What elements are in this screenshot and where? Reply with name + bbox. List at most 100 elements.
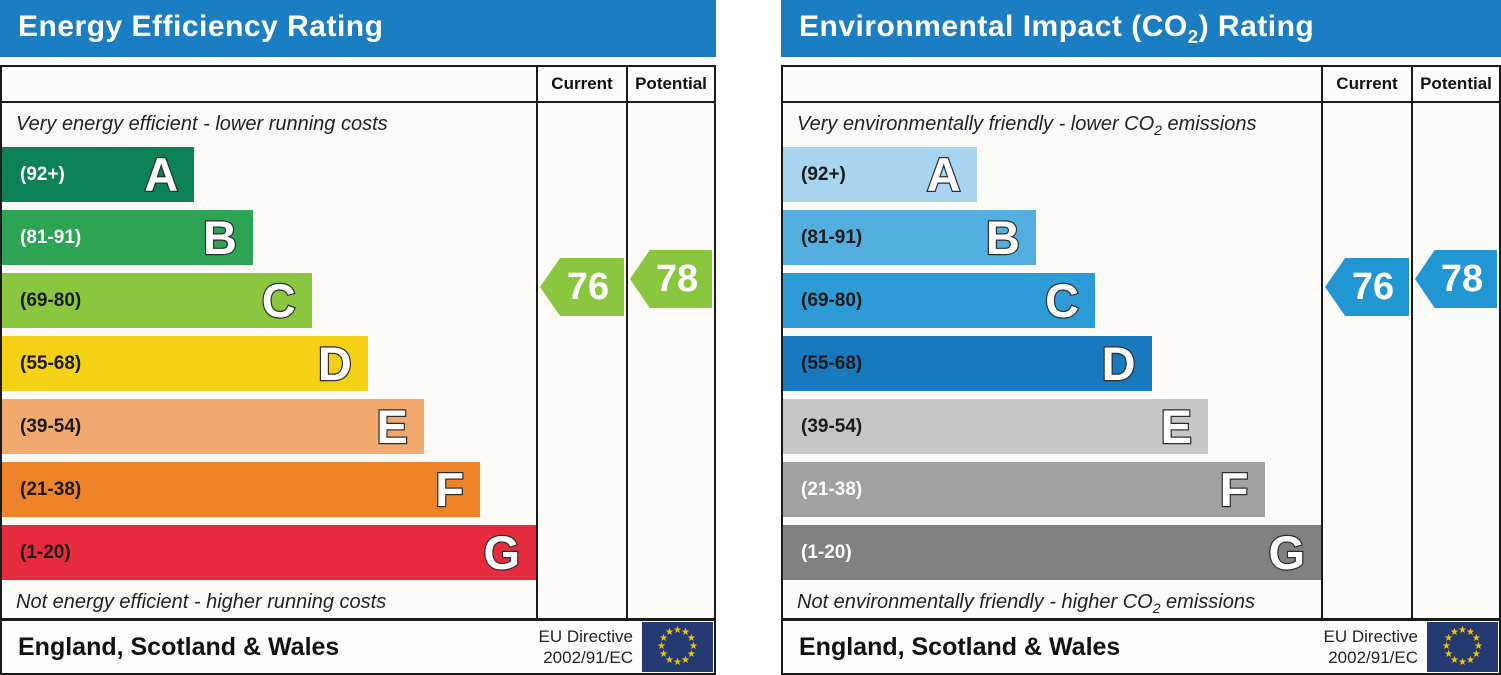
eu-star-icon: ★ <box>659 633 669 644</box>
band-range-label: (81-91) <box>801 226 863 248</box>
band-a: (92+) A <box>2 147 195 202</box>
bottom-caption: Not energy efficient - higher running co… <box>16 591 387 613</box>
table-header-row: Current Potential <box>2 67 714 103</box>
band-b: (81-91) B <box>2 210 253 265</box>
eu-star-icon: ★ <box>689 641 698 652</box>
band-letter: A <box>143 148 179 201</box>
table-body: Very environmentally friendly - lower CO… <box>783 103 1499 618</box>
eu-star-icon: ★ <box>1474 641 1483 652</box>
band-e: (39-54) E <box>783 399 1209 454</box>
band-g: (1-20) G <box>2 525 536 580</box>
potential-value-column: 78 <box>628 103 714 618</box>
band-d: (55-68) D <box>2 336 368 391</box>
band-range-label: (1-20) <box>20 541 71 563</box>
band-c: (69-80) C <box>783 273 1096 328</box>
potential-column-header: Potential <box>1420 74 1492 93</box>
eu-star-icon: ★ <box>1458 625 1467 636</box>
panel-title-energy: Energy Efficiency Rating <box>0 0 716 57</box>
bands: (92+) A (81-91) B (69-80) C (55-68) D (39-54) E (2… <box>783 147 1321 580</box>
eu-star-icon: ★ <box>681 654 690 666</box>
potential-column-header: Potential <box>635 74 707 93</box>
eu-star-icon: ★ <box>1466 654 1475 666</box>
band-e: (39-54) E <box>2 399 424 454</box>
band-letter: C <box>1044 274 1080 327</box>
band-letter: G <box>1267 526 1306 579</box>
panel-title-environmental: Environmental Impact (CO2) Rating <box>781 0 1501 57</box>
potential-rating-value: 78 <box>1440 257 1484 300</box>
band-letter: B <box>985 211 1021 264</box>
table-body: Very energy efficient - lower running co… <box>2 103 714 618</box>
current-column-header: Current <box>538 67 628 101</box>
band-range-label: (55-68) <box>801 352 863 374</box>
eu-flag: ★ ★ ★ ★ ★ ★ ★ ★ ★ ★ ★ ★ <box>1427 622 1498 672</box>
eu-star-icon: ★ <box>665 654 674 666</box>
band-range-label: (39-54) <box>801 415 863 437</box>
band-range-label: (69-80) <box>20 289 82 311</box>
eu-star-icon: ★ <box>659 649 669 660</box>
band-b: (81-91) B <box>783 210 1036 265</box>
band-range-label: (69-80) <box>801 289 863 311</box>
band-range-label: (21-38) <box>20 478 82 500</box>
eu-star-icon: ★ <box>1442 641 1451 652</box>
bands-chart-area: Very energy efficient - lower running co… <box>2 103 538 618</box>
eu-star-icon: ★ <box>673 625 682 636</box>
band-a: (92+) A <box>783 147 977 202</box>
bands-chart-area: Very environmentally friendly - lower CO… <box>783 103 1323 618</box>
header-spacer <box>783 67 1323 101</box>
current-value-column: 76 <box>1323 103 1413 618</box>
bands: (92+) A (81-91) B (69-80) C (55-68) D (39-54) E (2… <box>2 147 536 580</box>
potential-rating-value: 78 <box>655 257 699 300</box>
eu-directive-label: EU Directive 2002/91/EC <box>1323 626 1418 667</box>
band-letter: G <box>482 526 521 579</box>
eu-star-icon: ★ <box>1466 627 1475 639</box>
eu-star-icon: ★ <box>686 633 696 644</box>
current-column-header: Current <box>1323 67 1413 101</box>
band-range-label: (81-91) <box>20 226 82 248</box>
eu-star-icon: ★ <box>1444 633 1454 644</box>
current-rating-value: 76 <box>566 265 610 308</box>
band-range-label: (55-68) <box>20 352 82 374</box>
eu-directive-label: EU Directive 2002/91/EC <box>538 626 633 667</box>
header-spacer <box>2 67 538 101</box>
band-letter: D <box>317 337 353 390</box>
eu-star-icon: ★ <box>1458 657 1467 668</box>
current-value-column: 76 <box>538 103 628 618</box>
band-letter: D <box>1100 337 1136 390</box>
table-footer: England, Scotland & Wales EU Directive 2… <box>2 618 714 673</box>
region-label: England, Scotland & Wales <box>799 632 1121 661</box>
band-f: (21-38) F <box>2 462 480 517</box>
current-rating-arrow: 76 <box>540 258 624 316</box>
eu-star-icon: ★ <box>1471 649 1481 660</box>
band-range-label: (39-54) <box>20 415 82 437</box>
rating-table: Current Potential Very energy efficient … <box>0 65 716 675</box>
panel-title-text: Energy Efficiency Rating <box>18 9 384 43</box>
potential-rating-arrow: 78 <box>1415 250 1497 308</box>
eu-star-icon: ★ <box>1450 627 1459 639</box>
band-range-label: (92+) <box>801 163 846 185</box>
eu-flag: ★ ★ ★ ★ ★ ★ ★ ★ ★ ★ ★ ★ <box>642 622 713 672</box>
eu-star-icon: ★ <box>665 627 674 639</box>
eu-star-icon: ★ <box>657 641 666 652</box>
band-f: (21-38) F <box>783 462 1265 517</box>
band-range-label: (92+) <box>20 163 65 185</box>
band-c: (69-80) C <box>2 273 312 328</box>
potential-value-column: 78 <box>1413 103 1499 618</box>
rating-table: Current Potential Very environmentally f… <box>781 65 1501 675</box>
eu-star-icon: ★ <box>681 627 690 639</box>
environmental-impact-panel: Environmental Impact (CO2) Rating Curren… <box>781 0 1501 675</box>
table-header-row: Current Potential <box>783 67 1499 103</box>
potential-rating-arrow: 78 <box>630 250 712 308</box>
band-g: (1-20) G <box>783 525 1321 580</box>
eu-star-icon: ★ <box>1471 633 1481 644</box>
band-letter: E <box>1159 400 1193 453</box>
band-range-label: (1-20) <box>801 541 852 563</box>
current-rating-value: 76 <box>1351 265 1395 308</box>
band-letter: B <box>202 211 238 264</box>
band-letter: E <box>375 400 409 453</box>
top-caption: Very energy efficient - lower running co… <box>16 113 388 135</box>
eu-star-icon: ★ <box>1450 654 1459 666</box>
band-letter: F <box>1219 463 1250 516</box>
eu-star-icon: ★ <box>686 649 696 660</box>
eu-star-icon: ★ <box>1444 649 1454 660</box>
